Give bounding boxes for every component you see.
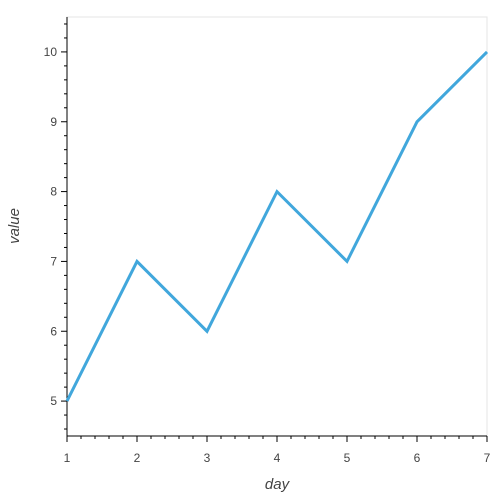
series-line bbox=[65, 50, 489, 402]
x-tick-label: 7 bbox=[484, 451, 491, 465]
x-tick-label: 1 bbox=[64, 451, 71, 465]
x-tick-label: 2 bbox=[134, 451, 141, 465]
y-tick-label: 5 bbox=[50, 394, 57, 408]
x-tick-label: 3 bbox=[204, 451, 211, 465]
x-tick-label: 5 bbox=[344, 451, 351, 465]
x-tick-label: 6 bbox=[414, 451, 421, 465]
y-axis-title: value bbox=[6, 208, 23, 244]
series-layer bbox=[65, 50, 489, 402]
y-tick-label: 6 bbox=[50, 324, 57, 338]
plot-frame bbox=[66, 16, 488, 437]
y-axis: 5 6 7 8 9 10 bbox=[44, 17, 68, 436]
y-tick-label: 10 bbox=[44, 45, 58, 59]
x-tick-label: 4 bbox=[274, 451, 281, 465]
y-tick-label: 8 bbox=[50, 185, 57, 199]
y-tick-label: 9 bbox=[50, 115, 57, 129]
x-axis-title: day bbox=[265, 476, 291, 493]
x-axis: 1 2 3 4 5 6 7 bbox=[64, 435, 491, 465]
y-tick-label: 7 bbox=[50, 254, 57, 268]
